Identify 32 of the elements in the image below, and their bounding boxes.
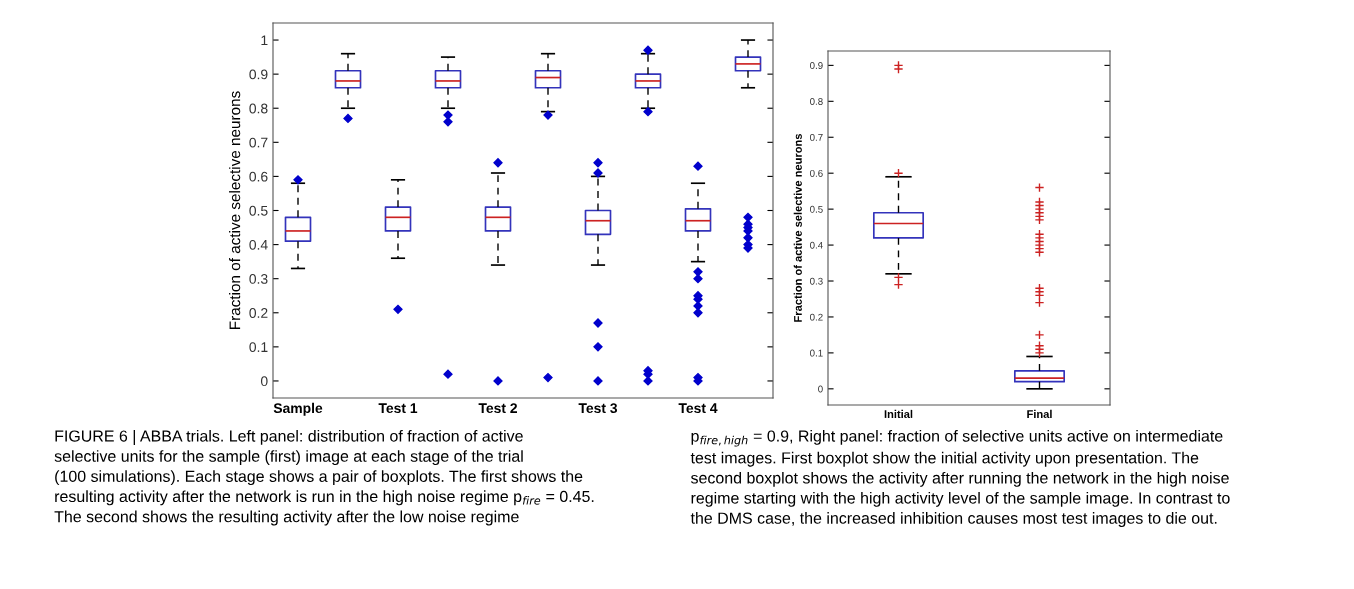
y-tick-label: 0.3 bbox=[810, 277, 823, 285]
y-tick-label: 0.8 bbox=[249, 103, 268, 114]
y-tick-label: 0.3 bbox=[249, 274, 268, 284]
x-tick-label: Test 3 bbox=[578, 403, 618, 414]
text: FIGURE 6 | ABBA trials. Left panel: distribution of fraction of active selective units for the sample (first) image at each stage of the trial (100 simulations). Each stage shows a pair of boxplots. The first shows the resulting activity after the network is run in the high noise regime p$_{fire}$ = 0.45. The second shows the resulting activity after the low noise regime bbox=[54, 429, 594, 526]
x-tick-label: Sample bbox=[273, 402, 323, 416]
y-tick-label: 0 bbox=[818, 385, 823, 393]
text: p$_{fire,high}$ = 0.9, Right panel: fraction of selective units active on intermediate test images. First boxplot show the initial activity upon presentation. The second boxplot shows the activity after running the network in the high noise regime starting with the high activity level of the sample image. In contrast to the DMS case, the increased inhibition causes most test images to die out. bbox=[690, 429, 1230, 527]
x-tick-label: Test 2 bbox=[478, 403, 517, 414]
x-tick-label: Final bbox=[1027, 409, 1052, 419]
y-tick-label: 0.9 bbox=[810, 62, 823, 69]
y-axis-title: Fraction of active selective neurons bbox=[793, 133, 802, 322]
y-tick-label: 0.1 bbox=[249, 342, 268, 353]
y-tick-label: 1 bbox=[261, 35, 268, 46]
y-tick-label: 0.1 bbox=[810, 349, 823, 357]
y-axis-title: Fraction of active selective neurons bbox=[229, 91, 241, 329]
y-tick-label: 0.7 bbox=[810, 133, 823, 141]
x-tick-label: Initial bbox=[884, 409, 913, 419]
y-tick-label: 0.5 bbox=[810, 205, 823, 213]
y-tick-label: 0.8 bbox=[810, 98, 823, 105]
y-tick-label: 0 bbox=[260, 376, 268, 387]
y-tick-label: 0.6 bbox=[810, 169, 823, 177]
x-tick-label: Test 1 bbox=[378, 403, 418, 414]
y-tick-label: 0.7 bbox=[249, 137, 268, 148]
y-tick-label: 0.9 bbox=[249, 69, 268, 80]
y-tick-label: 0.4 bbox=[810, 241, 823, 249]
y-tick-label: 0.4 bbox=[249, 239, 268, 250]
y-tick-label: 0.5 bbox=[249, 205, 268, 216]
y-tick-label: 0.2 bbox=[810, 313, 823, 321]
x-tick-label: Test 4 bbox=[678, 403, 718, 414]
y-tick-label: 0.6 bbox=[249, 171, 268, 182]
y-tick-label: 0.2 bbox=[249, 308, 268, 318]
